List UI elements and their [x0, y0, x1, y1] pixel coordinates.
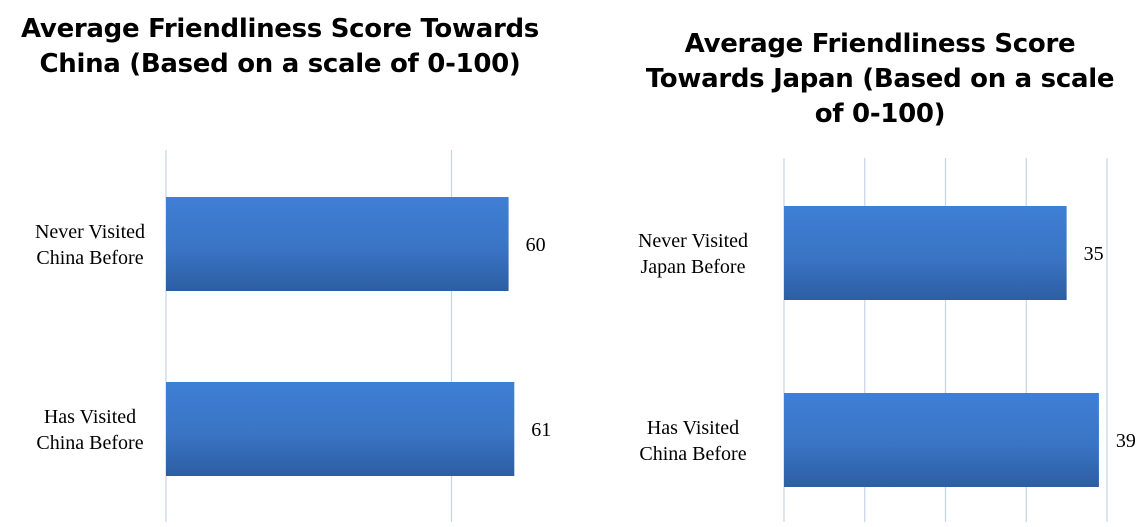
category-label: Never Visited Japan Before [638, 230, 748, 278]
plot-area: 60 Never Visited China Before 61 Has Visited… [35, 150, 551, 522]
chart-title: Average Friendliness Score Towards China… [21, 14, 539, 79]
category-label: Never Visited China Before [35, 221, 145, 269]
chart-china: Average Friendliness Score Towards China… [21, 14, 551, 522]
category-label: Has Visited China Before [639, 417, 746, 465]
bar [784, 393, 1099, 487]
chart-japan: Average Friendliness Score Towards Japan… [570, 0, 1140, 527]
plot-area: 35 Never Visited Japan Before 39 Has Visited… [638, 158, 1136, 522]
bar [166, 382, 515, 476]
bar [166, 197, 509, 291]
category-label: Has Visited China Before [36, 406, 143, 454]
data-label: 60 [526, 234, 546, 256]
data-label: 39 [1116, 430, 1136, 452]
data-label: 61 [531, 419, 551, 441]
data-label: 35 [1084, 243, 1104, 265]
chart-title: Average Friendliness Score Towards Japan… [645, 29, 1115, 129]
bar [784, 206, 1067, 300]
